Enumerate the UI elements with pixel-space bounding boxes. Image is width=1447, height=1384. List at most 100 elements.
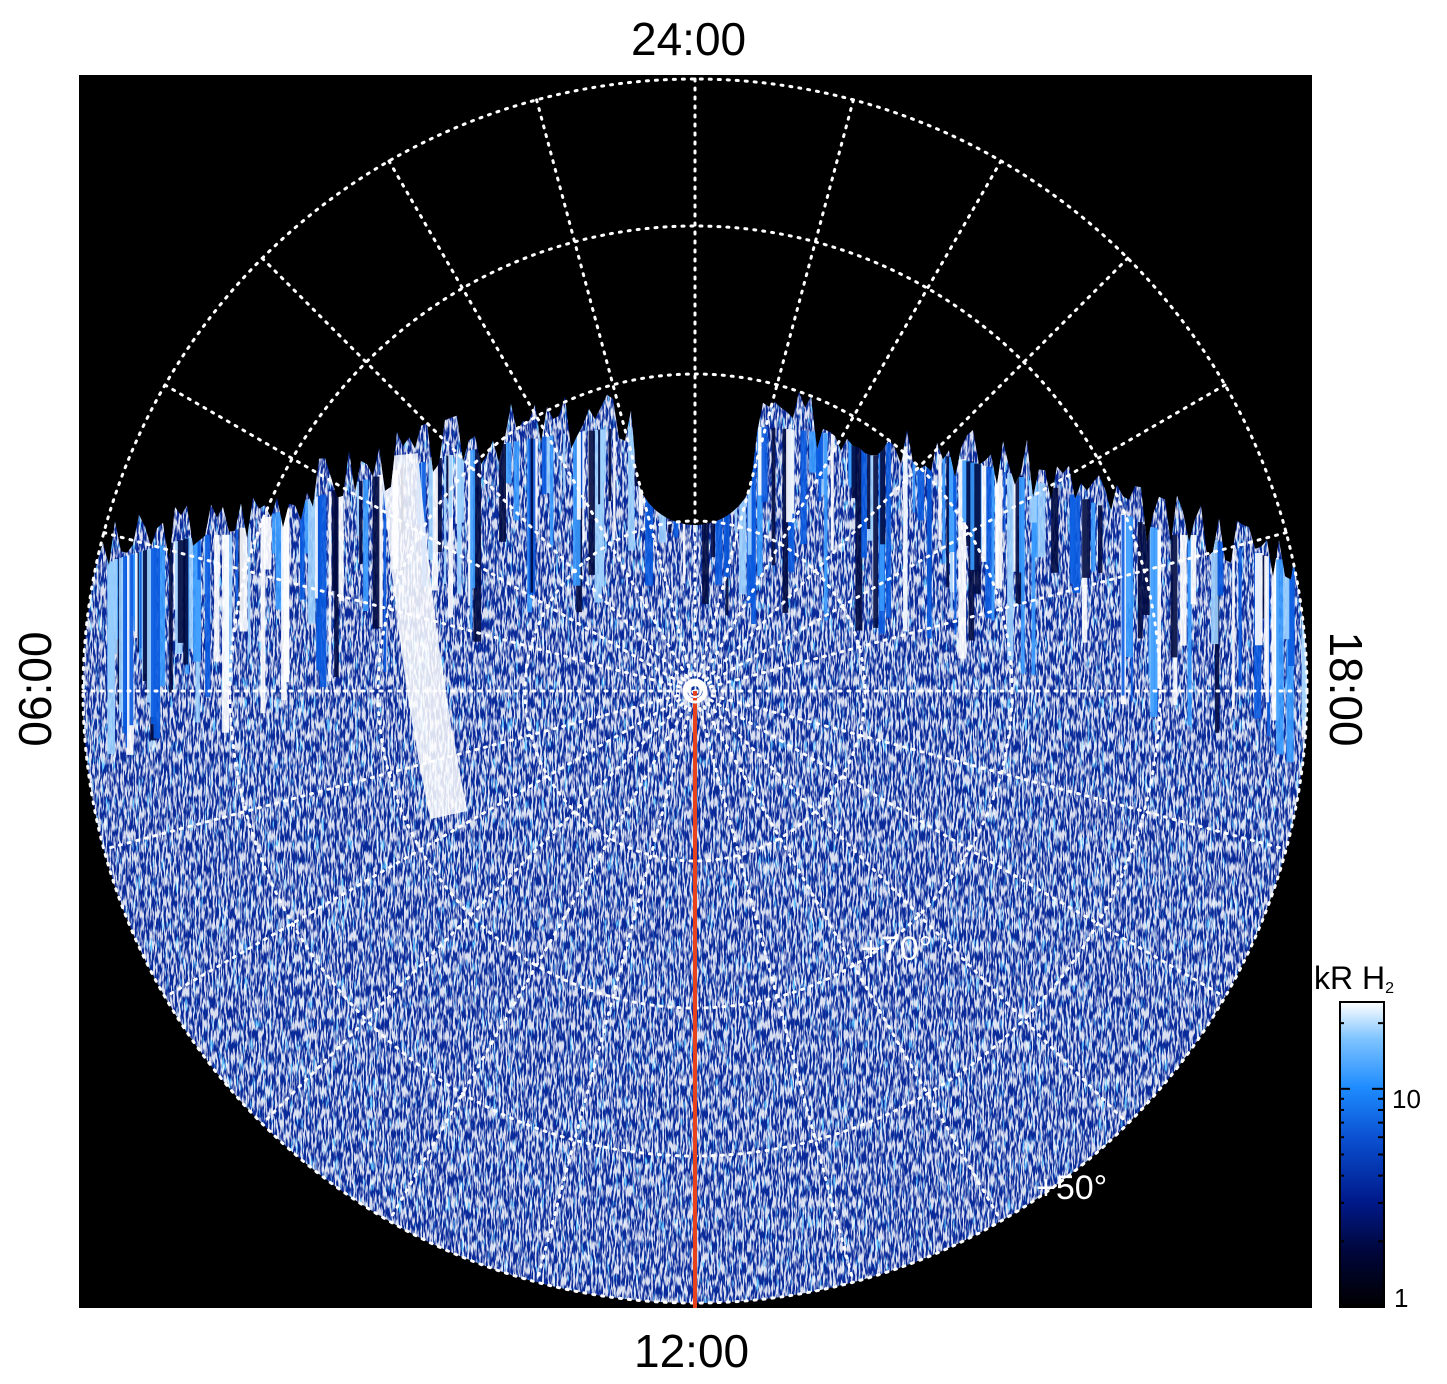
emission-streak <box>1288 562 1295 667</box>
emission-streak <box>1021 477 1025 674</box>
emission-streak <box>377 474 383 627</box>
emission-streak <box>966 461 974 547</box>
emission-streak <box>542 436 547 495</box>
emission-streak <box>448 455 453 618</box>
emission-streak <box>645 426 653 586</box>
colorbar-title: kR H2 <box>1314 960 1394 997</box>
pole-marker-outer <box>682 678 708 704</box>
emission-streak <box>598 429 601 505</box>
emission-streak <box>942 455 946 564</box>
polar-auroral-map: +70° +50° <box>79 75 1312 1308</box>
emission-streak <box>771 427 776 566</box>
emission-streak <box>1031 481 1036 675</box>
emission-streak <box>272 513 276 554</box>
emission-streak <box>991 468 995 621</box>
emission-streak <box>458 452 462 564</box>
local-time-label-right: 18:00 <box>1320 631 1372 747</box>
emission-streak <box>958 459 967 659</box>
emission-streak <box>214 535 220 662</box>
emission-streak <box>880 442 886 545</box>
emission-streak <box>1170 535 1178 658</box>
emission-streak <box>300 502 305 600</box>
emission-streak <box>383 473 387 672</box>
emission-streak <box>125 555 129 748</box>
emission-streak <box>177 540 185 643</box>
emission-streak <box>338 487 344 601</box>
emission-streak <box>428 460 433 560</box>
emission-streak <box>1274 558 1277 691</box>
latitude-label-50: +50° <box>1036 1169 1107 1207</box>
emission-streak <box>886 443 891 618</box>
emission-streak <box>1154 529 1161 689</box>
emission-streak <box>1187 535 1192 726</box>
emission-streak <box>1180 535 1187 646</box>
emission-streak <box>185 537 194 649</box>
emission-streak <box>283 508 290 682</box>
colorbar-title-main: kR H <box>1314 960 1386 996</box>
emission-streak <box>791 429 795 514</box>
emission-streak <box>996 469 999 585</box>
emission-streak <box>1098 505 1103 573</box>
emission-streak <box>153 547 160 739</box>
emission-streak <box>758 427 765 496</box>
colorbar <box>1339 1001 1385 1308</box>
colorbar-gradient <box>1339 1001 1385 1308</box>
pole-marker-inner <box>688 684 702 698</box>
emission-streak <box>576 431 581 520</box>
emission-streak <box>873 440 879 628</box>
emission-streak <box>613 428 616 541</box>
emission-streak <box>1037 483 1046 558</box>
emission-streak <box>917 449 924 521</box>
emission-streak <box>594 430 602 603</box>
emission-streak <box>861 438 867 558</box>
emission-streak <box>927 451 932 639</box>
emission-streak <box>169 542 173 693</box>
emission-streak <box>359 480 363 564</box>
emission-streak <box>903 446 908 632</box>
emission-streak <box>1072 495 1081 593</box>
auroral-arc <box>380 453 468 819</box>
emission-streak <box>761 427 768 502</box>
emission-streak <box>867 439 871 529</box>
emission-streak <box>563 433 566 492</box>
emission-streak <box>316 496 321 671</box>
emission-streak <box>757 426 763 576</box>
emission-streak <box>222 535 229 733</box>
emission-streak <box>472 449 476 589</box>
emission-streak <box>372 476 380 629</box>
emission-streak <box>946 456 949 588</box>
emission-streak <box>1029 480 1037 523</box>
emission-streak <box>436 458 442 552</box>
emission-streak <box>1012 474 1018 572</box>
emission-streak <box>505 442 512 484</box>
emission-streak <box>239 527 248 632</box>
emission-streak <box>315 496 318 599</box>
emission-streak <box>530 438 534 593</box>
emission-streak <box>1069 494 1076 584</box>
emission-streak <box>281 509 287 701</box>
emission-streak <box>628 427 635 551</box>
emission-streak <box>953 458 956 511</box>
emission-streak <box>820 432 828 496</box>
emission-streak <box>549 435 554 546</box>
emission-streak <box>460 452 465 523</box>
emission-streak <box>851 437 857 499</box>
emission-streak <box>600 429 606 482</box>
local-time-label-top: 24:00 <box>631 13 747 65</box>
latitude-label-70: +70° <box>861 930 932 968</box>
emission-streak <box>981 465 987 562</box>
emission-streak <box>473 449 481 642</box>
emission-streak <box>158 546 166 686</box>
emission-streak <box>193 535 201 662</box>
emission-streak <box>114 559 118 654</box>
emission-streak <box>499 444 506 542</box>
local-time-label-bottom: 12:00 <box>634 1325 750 1377</box>
emission-streak <box>824 433 828 621</box>
emission-streak <box>444 456 447 584</box>
emission-streak <box>446 455 451 499</box>
emission-streak <box>970 462 978 570</box>
emission-streak <box>107 561 115 754</box>
emission-streak <box>818 432 822 502</box>
emission-streak <box>328 491 332 681</box>
emission-streak <box>786 429 793 523</box>
